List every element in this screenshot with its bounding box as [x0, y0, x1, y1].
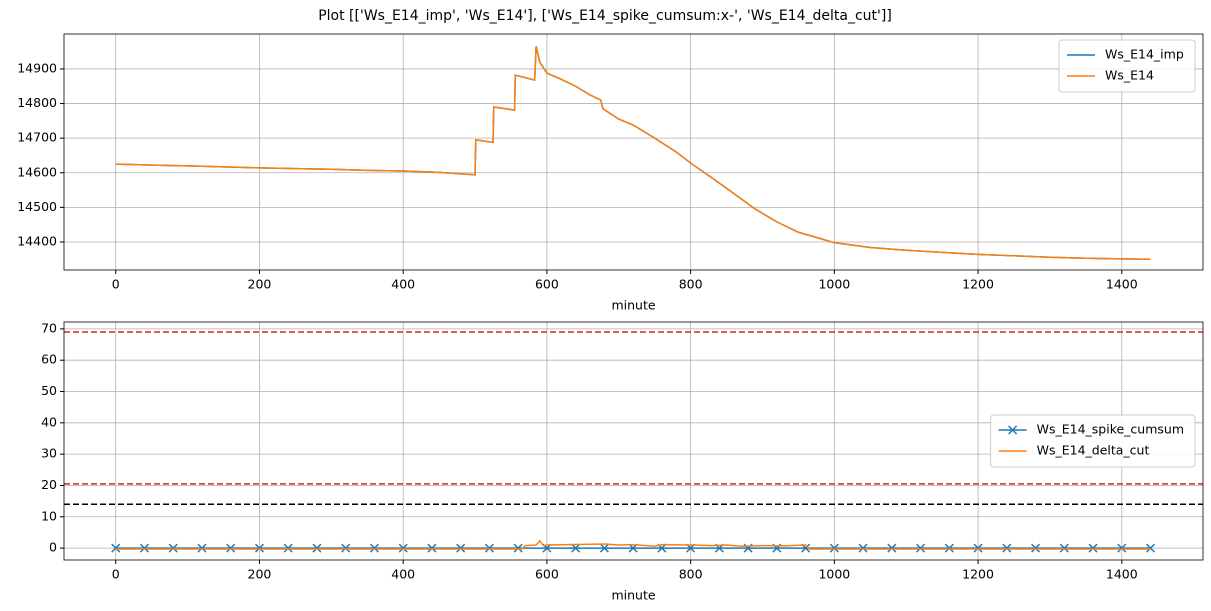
marker — [254, 543, 264, 553]
marker — [1031, 543, 1041, 553]
x-tick-label: 1000 — [818, 567, 850, 582]
marker — [944, 543, 954, 553]
marker — [1002, 543, 1012, 553]
marker — [283, 543, 293, 553]
marker — [484, 543, 494, 553]
axes-frame — [63, 33, 1204, 271]
legend-box — [990, 414, 1196, 468]
marker — [1146, 543, 1156, 553]
x-tick-label: 0 — [112, 567, 120, 582]
marker — [829, 543, 839, 553]
marker — [571, 543, 581, 553]
x-axis-label: minute — [611, 298, 655, 313]
x-tick-label: 1400 — [1106, 277, 1138, 292]
series-line — [115, 46, 1151, 261]
marker — [398, 543, 408, 553]
x-tick-label: 600 — [535, 567, 559, 582]
marker — [513, 543, 523, 553]
series-line — [115, 539, 1151, 550]
y-tick-label: 14500 — [17, 199, 57, 214]
y-tick-label: 14600 — [17, 164, 57, 179]
x-tick-label: 800 — [679, 567, 703, 582]
series-line — [115, 46, 1151, 261]
marker — [1088, 543, 1098, 553]
x-tick-label: 200 — [248, 567, 272, 582]
x-tick-label: 200 — [248, 277, 272, 292]
y-tick-label: 20 — [41, 477, 57, 492]
x-tick-label: 400 — [391, 567, 415, 582]
marker — [197, 543, 207, 553]
legend-label: Ws_E14 — [1105, 68, 1154, 83]
marker — [139, 543, 150, 553]
marker — [1117, 543, 1127, 553]
legend-box — [1058, 39, 1196, 93]
marker — [858, 543, 868, 553]
marker — [111, 543, 121, 553]
marker — [916, 543, 926, 553]
marker — [973, 543, 983, 553]
x-tick-label: 1200 — [962, 567, 994, 582]
x-tick-label: 400 — [391, 277, 415, 292]
x-tick-label: 800 — [679, 277, 703, 292]
y-tick-label: 60 — [41, 352, 57, 367]
x-tick-label: 1400 — [1106, 567, 1138, 582]
marker — [456, 543, 466, 553]
y-tick-label: 30 — [41, 446, 57, 461]
x-tick-label: 1000 — [818, 277, 850, 292]
marker — [341, 543, 351, 553]
y-tick-label: 50 — [41, 383, 57, 398]
y-tick-label: 14400 — [17, 233, 57, 248]
marker — [427, 543, 437, 553]
marker — [887, 543, 897, 553]
marker — [226, 543, 236, 553]
y-tick-label: 40 — [41, 414, 57, 429]
legend-label: Ws_E14_delta_cut — [1037, 443, 1150, 458]
legend-label: Ws_E14_imp — [1105, 47, 1184, 62]
marker — [168, 543, 178, 553]
x-tick-label: 600 — [535, 277, 559, 292]
y-tick-label: 0 — [49, 540, 57, 555]
figure-title: Plot [['Ws_E14_imp', 'Ws_E14'], ['Ws_E14… — [318, 8, 892, 24]
marker — [369, 543, 379, 553]
marker — [1059, 543, 1069, 553]
legend-label: Ws_E14_spike_cumsum — [1037, 422, 1184, 437]
y-tick-label: 14800 — [17, 95, 57, 110]
x-tick-label: 0 — [112, 277, 120, 292]
axes-frame — [63, 321, 1204, 561]
marker — [599, 543, 609, 553]
y-tick-label: 14900 — [17, 60, 57, 75]
y-tick-label: 14700 — [17, 130, 57, 145]
legend-marker — [1008, 425, 1018, 435]
y-tick-label: 70 — [41, 320, 57, 335]
x-tick-label: 1200 — [962, 277, 994, 292]
marker — [312, 543, 322, 553]
x-axis-label: minute — [611, 588, 655, 603]
y-tick-label: 10 — [41, 508, 57, 523]
